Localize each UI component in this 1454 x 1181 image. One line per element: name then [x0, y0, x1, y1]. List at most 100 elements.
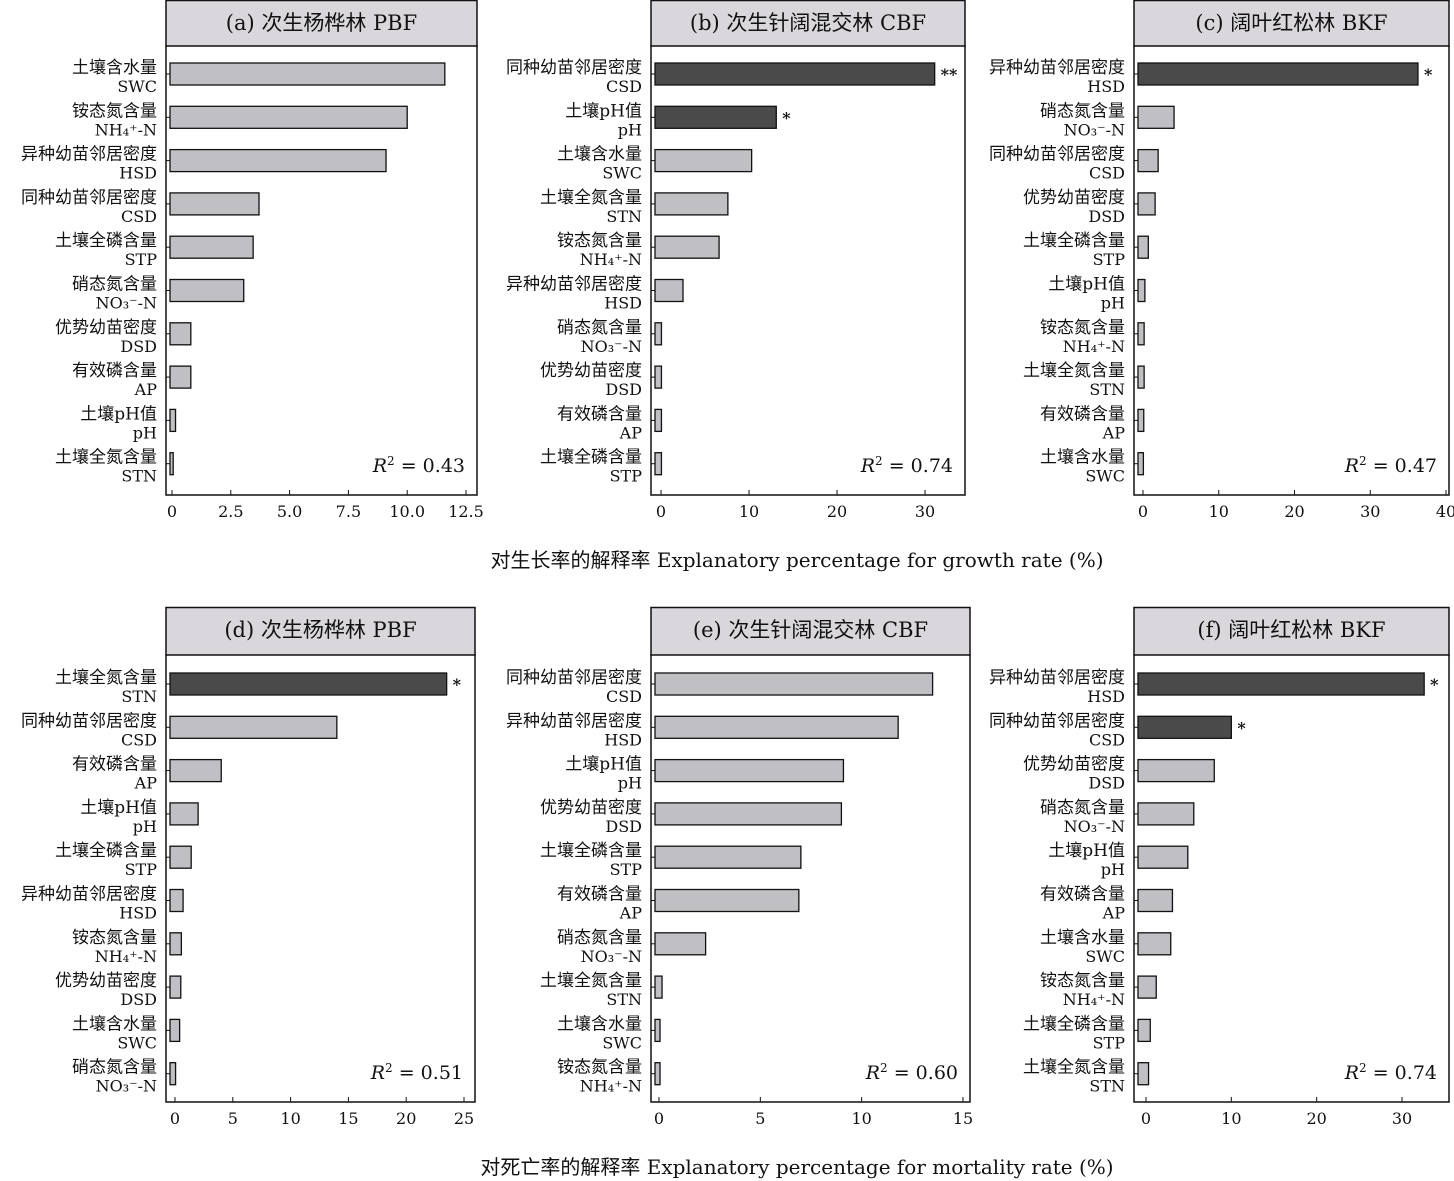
bar-HSD [169, 148, 387, 173]
y-label-cn: 土壤全氮含量 [55, 667, 157, 688]
x-tick-label: 30 [1392, 1109, 1412, 1128]
y-label-en: NH₄⁺-N [1063, 337, 1125, 356]
x-tick-label: 15 [338, 1109, 358, 1128]
x-tick-label: 5 [755, 1109, 765, 1128]
y-label-cn: 土壤全磷含量 [55, 840, 157, 861]
bar-CSD [169, 192, 260, 216]
bar-pH [654, 758, 845, 783]
y-label-en: pH [1101, 860, 1125, 879]
bar-HSD [654, 278, 684, 303]
bar-STN [654, 192, 729, 216]
y-label-en: DSD [1088, 774, 1125, 793]
y-label-en: CSD [1089, 164, 1125, 183]
bar-pH [169, 802, 199, 826]
y-label-cn: 同种幼苗邻居密度 [989, 145, 1125, 165]
y-label-en: NO₃⁻-N [1064, 817, 1125, 836]
y-label-en: NO₃⁻-N [581, 337, 642, 356]
bar-NH₄⁺-N [169, 105, 408, 129]
y-label-en: NO₃⁻-N [96, 1077, 157, 1096]
x-tick-label: 20 [827, 502, 847, 521]
y-label-cn: 土壤全氮含量 [1023, 360, 1125, 381]
y-label-en: CSD [121, 730, 157, 749]
y-label-en: STN [606, 990, 642, 1009]
y-label-cn: 铵态氮含量 [557, 231, 642, 251]
y-label-cn: 土壤全磷含量 [1023, 1013, 1125, 1034]
y-label-cn: 硝态氮含量 [1040, 101, 1125, 121]
y-label-cn: 土壤全氮含量 [1023, 1057, 1125, 1078]
x-tick-label: 20 [1306, 1109, 1326, 1128]
bar-DSD [169, 322, 192, 346]
y-label-en: CSD [121, 207, 157, 226]
y-label-cn: 同种幼苗邻居密度 [506, 58, 642, 78]
y-label-en: AP [1102, 423, 1126, 442]
bar-CSD [169, 715, 338, 739]
y-label-cn: 土壤pH值 [565, 754, 642, 775]
y-label-cn: 异种幼苗邻居密度 [21, 885, 157, 905]
y-label-en: pH [618, 120, 642, 139]
y-label-en: CSD [606, 687, 642, 706]
bar-NO₃⁻-N [654, 322, 663, 346]
bar-SWC [169, 1018, 181, 1043]
x-tick-label: 10.0 [389, 502, 425, 521]
y-label-cn: 土壤含水量 [72, 57, 157, 78]
r-squared-label: R2 = 0.60 [865, 1061, 958, 1084]
y-label-en: STP [610, 860, 643, 879]
x-tick-label: 7.5 [336, 502, 361, 521]
y-label-en: CSD [606, 77, 642, 96]
bar-HSD [169, 888, 184, 913]
y-label-cn: 异种幼苗邻居密度 [989, 58, 1125, 78]
bar-CSD [1137, 715, 1232, 739]
y-label-cn: 有效磷含量 [557, 885, 642, 905]
x-tick-label: 10 [739, 502, 759, 521]
bar-NO₃⁻-N [654, 932, 707, 956]
y-label-en: DSD [1088, 207, 1125, 226]
y-label-cn: 土壤全磷含量 [55, 230, 157, 251]
y-label-cn: 土壤全氮含量 [55, 447, 157, 468]
y-label-cn: 铵态氮含量 [72, 101, 157, 121]
y-label-en: CSD [1089, 730, 1125, 749]
y-label-cn: 土壤全磷含量 [540, 447, 642, 468]
panel-title: (c) 阔叶红松林 BKF [1195, 11, 1387, 35]
bar-AP [169, 365, 192, 389]
y-label-cn: 硝态氮含量 [557, 928, 642, 948]
panel-title: (f) 阔叶红松林 BKF [1197, 618, 1385, 642]
bar-NH₄⁺-N [1137, 975, 1157, 999]
panel-title: (b) 次生针阔混交林 CBF [690, 11, 926, 35]
x-tick-label: 20 [396, 1109, 416, 1128]
y-label-en: NO₃⁻-N [1064, 120, 1125, 139]
y-label-cn: 铵态氮含量 [557, 1058, 642, 1078]
y-label-en: HSD [604, 730, 642, 749]
x-tick-label: 25 [454, 1109, 474, 1128]
y-label-en: STP [1093, 1033, 1126, 1052]
bar-CSD [1137, 148, 1159, 173]
y-label-en: NH₄⁺-N [95, 120, 157, 139]
x-tick-label: 0 [654, 1109, 664, 1128]
x-tick-label: 0 [1141, 1109, 1151, 1128]
y-label-cn: 硝态氮含量 [72, 275, 157, 295]
bar-NO₃⁻-N [1137, 105, 1175, 129]
y-label-en: STP [1093, 250, 1126, 269]
bar-AP [1137, 408, 1145, 433]
bar-STP [654, 845, 802, 869]
y-label-en: STP [125, 250, 158, 269]
y-label-cn: 优势幼苗密度 [540, 798, 642, 818]
y-label-cn: 异种幼苗邻居密度 [506, 711, 642, 731]
bar-NH₄⁺-N [654, 235, 720, 259]
y-label-cn: 土壤全氮含量 [540, 187, 642, 208]
y-label-en: NH₄⁺-N [1063, 990, 1125, 1009]
significance-label: * [782, 108, 791, 127]
bar-SWC [1137, 932, 1172, 956]
y-label-en: NH₄⁺-N [580, 1077, 642, 1096]
x-tick-label: 5 [228, 1109, 238, 1128]
panel-title-box [1133, 0, 1450, 48]
bar-STN [654, 975, 663, 999]
y-label-cn: 优势幼苗密度 [55, 971, 157, 991]
y-label-en: DSD [120, 990, 157, 1009]
bar-STP [169, 235, 254, 259]
y-label-en: NO₃⁻-N [96, 294, 157, 313]
